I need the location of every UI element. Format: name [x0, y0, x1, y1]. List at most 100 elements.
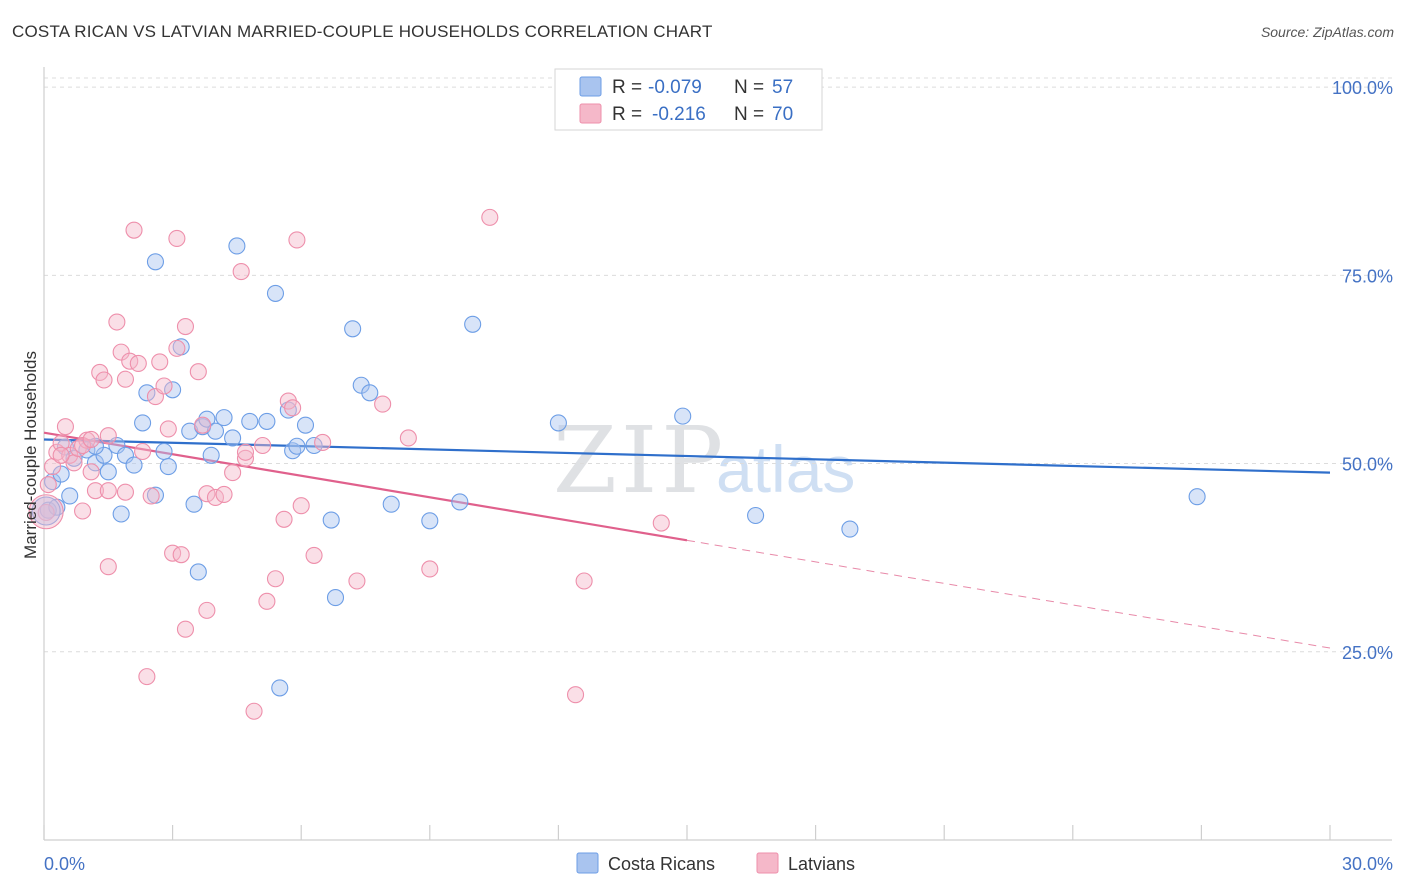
point-latvians [56, 418, 74, 436]
point-costa-ricans [344, 320, 362, 338]
point-latvians [116, 370, 134, 388]
point-costa-ricans-cluster [31, 496, 61, 526]
point-latvians [176, 317, 195, 336]
point-latvians [284, 399, 302, 417]
point-costa-ricans [322, 511, 340, 529]
legend-n-value-1: 57 [772, 77, 793, 98]
stats-legend: R = -0.079 N = 57 R = -0.216 N = 70 [554, 68, 823, 131]
point-costa-ricans [228, 237, 246, 255]
source-credit: Source: ZipAtlas.com [1260, 24, 1394, 40]
series-swatch-latvians [756, 852, 779, 874]
point-latvians [198, 485, 216, 503]
point-latvians [421, 560, 439, 578]
y-tick-label: 100.0% [1332, 78, 1393, 98]
point-latvians [74, 502, 92, 520]
point-costa-ricans [146, 253, 165, 271]
point-costa-ricans [841, 520, 859, 538]
point-latvians [198, 601, 216, 619]
point-costa-ricans [112, 505, 130, 523]
point-latvians [95, 371, 113, 389]
point-latvians [266, 570, 285, 588]
point-latvians [125, 221, 143, 239]
point-latvians [236, 443, 255, 461]
point-latvians [52, 434, 70, 452]
point-latvians [82, 430, 100, 449]
watermark-zip: ZIP [553, 407, 727, 514]
point-latvians [86, 482, 104, 500]
point-costa-ricans [382, 495, 400, 513]
point-costa-ricans [224, 429, 242, 447]
point-costa-ricans [61, 487, 79, 505]
point-latvians [652, 514, 670, 532]
legend-n-label-1: N = [734, 77, 764, 98]
point-latvians [399, 429, 417, 447]
legend-r-label-1: R = [612, 77, 642, 98]
point-latvians [168, 229, 186, 247]
point-costa-ricans [202, 446, 220, 464]
point-costa-ricans [361, 384, 379, 402]
point-costa-ricans [266, 284, 285, 302]
point-latvians [481, 208, 499, 226]
point-costa-ricans [258, 412, 276, 430]
point-latvians [142, 487, 160, 505]
point-latvians [189, 363, 207, 381]
trend-line-latvians-extension [686, 539, 1331, 649]
legend-r-label-2: R = [612, 104, 642, 125]
point-latvians [134, 442, 152, 461]
point-latvians [82, 463, 100, 481]
grid-lines [44, 77, 1392, 653]
series-legend: Costa Ricans Latvians [576, 852, 855, 874]
point-costa-ricans [189, 563, 207, 581]
x-tick-label-start: 0.0% [44, 854, 85, 874]
point-latvians [258, 592, 276, 610]
legend-n-value-2: 70 [772, 104, 793, 125]
point-latvians [138, 668, 156, 686]
point-latvians [292, 497, 310, 515]
point-costa-ricans [1188, 488, 1206, 506]
point-latvians [74, 436, 92, 455]
point-latvians [224, 464, 242, 482]
point-latvians-cluster [28, 494, 64, 530]
legend-swatch-latvians [579, 103, 602, 124]
x-tick-label-end: 30.0% [1342, 854, 1393, 874]
point-latvians [275, 510, 293, 528]
point-latvians [108, 313, 126, 331]
point-costa-ricans [241, 412, 259, 430]
point-costa-ricans [421, 512, 439, 530]
trend-line-latvians [43, 431, 688, 542]
point-latvians [39, 476, 57, 494]
point-costa-ricans [296, 416, 315, 434]
y-tick-label: 25.0% [1342, 643, 1393, 663]
point-costa-ricans [674, 407, 692, 425]
point-costa-ricans [271, 679, 289, 697]
legend-swatch-costa-ricans [579, 76, 602, 97]
point-latvians [236, 449, 255, 467]
point-costa-ricans [288, 437, 306, 455]
point-costa-ricans [159, 458, 177, 476]
point-costa-ricans [95, 446, 113, 464]
point-costa-ricans [326, 589, 345, 607]
trend-line-costa-ricans [43, 438, 1331, 474]
point-latvians [37, 503, 55, 522]
chart-title: COSTA RICAN VS LATVIAN MARRIED-COUPLE HO… [12, 22, 713, 41]
point-latvians [155, 377, 173, 395]
point-costa-ricans [138, 384, 156, 402]
point-costa-ricans [747, 506, 765, 525]
series-swatch-costa-ricans [576, 852, 599, 874]
point-latvians [172, 546, 190, 564]
point-latvians [99, 427, 117, 445]
point-latvians [254, 436, 272, 455]
legend-r-value-1: -0.079 [648, 77, 702, 98]
point-latvians [288, 231, 306, 249]
y-tick-label: 75.0% [1342, 266, 1393, 286]
trend-lines [43, 431, 1331, 649]
point-latvians [159, 420, 177, 438]
series-label-latvians: Latvians [788, 854, 855, 874]
data-points [28, 208, 1206, 720]
point-latvians [112, 343, 130, 361]
legend-r-value-2: -0.216 [652, 104, 706, 125]
point-costa-ricans [155, 442, 173, 461]
point-costa-ricans [164, 381, 182, 399]
point-costa-ricans [134, 414, 152, 432]
